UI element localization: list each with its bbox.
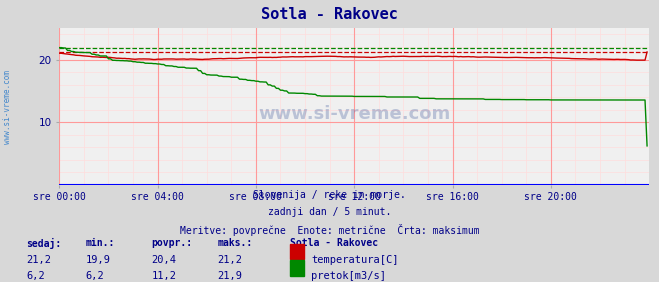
Text: sedaj:: sedaj: [26,238,61,249]
Text: www.si-vreme.com: www.si-vreme.com [3,70,13,144]
Text: www.si-vreme.com: www.si-vreme.com [258,105,450,123]
Text: Sotla - Rakovec: Sotla - Rakovec [261,7,398,22]
Text: 6,2: 6,2 [86,271,104,281]
Text: 21,2: 21,2 [217,255,243,265]
Text: pretok[m3/s]: pretok[m3/s] [311,271,386,281]
Text: 20,4: 20,4 [152,255,177,265]
Text: 21,9: 21,9 [217,271,243,281]
Text: povpr.:: povpr.: [152,238,192,248]
Text: 6,2: 6,2 [26,271,45,281]
Text: Meritve: povprečne  Enote: metrične  Črta: maksimum: Meritve: povprečne Enote: metrične Črta:… [180,224,479,236]
Text: 19,9: 19,9 [86,255,111,265]
Text: min.:: min.: [86,238,115,248]
Text: temperatura[C]: temperatura[C] [311,255,399,265]
Text: Sotla - Rakovec: Sotla - Rakovec [290,238,378,248]
Text: Slovenija / reke in morje.: Slovenija / reke in morje. [253,190,406,200]
Text: maks.:: maks.: [217,238,252,248]
Text: zadnji dan / 5 minut.: zadnji dan / 5 minut. [268,207,391,217]
Text: 11,2: 11,2 [152,271,177,281]
Text: 21,2: 21,2 [26,255,51,265]
